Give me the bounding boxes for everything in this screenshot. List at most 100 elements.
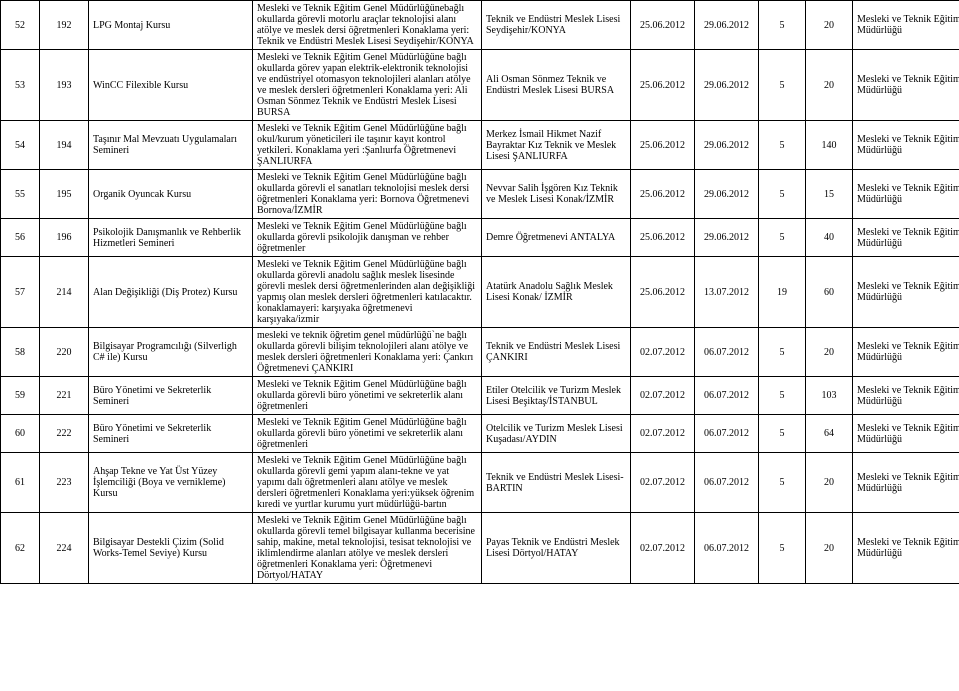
cell-end-date: 06.07.2012 (695, 453, 759, 513)
cell-days: 5 (759, 453, 806, 513)
cell-seq: 56 (1, 219, 40, 257)
cell-capacity: 40 (806, 219, 853, 257)
cell-num: 192 (40, 1, 89, 50)
cell-end-date: 29.06.2012 (695, 1, 759, 50)
cell-num: 222 (40, 415, 89, 453)
cell-loc: Demre Öğretmenevi ANTALYA (482, 219, 631, 257)
cell-days: 5 (759, 513, 806, 584)
cell-end-date: 06.07.2012 (695, 328, 759, 377)
cell-loc: Payas Teknik ve Endüstri Meslek Lisesi D… (482, 513, 631, 584)
cell-capacity: 103 (806, 377, 853, 415)
cell-end-date: 29.06.2012 (695, 50, 759, 121)
cell-desc: Mesleki ve Teknik Eğitim Genel Müdürlüğü… (253, 50, 482, 121)
cell-num: 194 (40, 121, 89, 170)
cell-desc: mesleki ve teknik öğretim genel müdürlüğ… (253, 328, 482, 377)
cell-loc: Teknik ve Endüstri Meslek Lisesi Seydişe… (482, 1, 631, 50)
cell-start-date: 25.06.2012 (631, 170, 695, 219)
cell-desc: Mesleki ve Teknik Eğitim Genel Müdürlüğü… (253, 170, 482, 219)
table-row: 62224Bilgisayar Destekli Çizim (Solid Wo… (1, 513, 959, 584)
cell-seq: 59 (1, 377, 40, 415)
cell-num: 214 (40, 257, 89, 328)
cell-desc: Mesleki ve Teknik Eğitim Genel Müdürlüğü… (253, 377, 482, 415)
cell-end-date: 29.06.2012 (695, 121, 759, 170)
cell-name: Bilgisayar Destekli Çizim (Solid Works-T… (89, 513, 253, 584)
cell-start-date: 25.06.2012 (631, 121, 695, 170)
cell-capacity: 60 (806, 257, 853, 328)
course-table: 52192LPG Montaj KursuMesleki ve Teknik E… (0, 0, 959, 584)
cell-org: Mesleki ve Teknik Eğitim Genel Müdürlüğü (853, 453, 959, 513)
cell-loc: Ali Osman Sönmez Teknik ve Endüstri Mesl… (482, 50, 631, 121)
cell-days: 19 (759, 257, 806, 328)
cell-end-date: 13.07.2012 (695, 257, 759, 328)
cell-num: 224 (40, 513, 89, 584)
cell-name: Psikolojik Danışmanlık ve Rehberlik Hizm… (89, 219, 253, 257)
cell-start-date: 02.07.2012 (631, 415, 695, 453)
cell-days: 5 (759, 121, 806, 170)
cell-start-date: 02.07.2012 (631, 513, 695, 584)
cell-num: 196 (40, 219, 89, 257)
cell-name: WinCC Filexible Kursu (89, 50, 253, 121)
cell-seq: 55 (1, 170, 40, 219)
table-row: 53193WinCC Filexible KursuMesleki ve Tek… (1, 50, 959, 121)
cell-loc: Teknik ve Endüstri Meslek Lisesi ÇANKIRI (482, 328, 631, 377)
cell-seq: 60 (1, 415, 40, 453)
cell-org: Mesleki ve Teknik Eğitim Genel Müdürlüğü (853, 328, 959, 377)
cell-seq: 57 (1, 257, 40, 328)
cell-desc: Mesleki ve Teknik Eğitim Genel Müdürlüğü… (253, 121, 482, 170)
cell-start-date: 02.07.2012 (631, 453, 695, 513)
cell-capacity: 20 (806, 1, 853, 50)
cell-org: Mesleki ve Teknik Eğitim Genel Müdürlüğü (853, 257, 959, 328)
cell-days: 5 (759, 328, 806, 377)
cell-end-date: 06.07.2012 (695, 377, 759, 415)
cell-loc: Atatürk Anadolu Sağlık Meslek Lisesi Kon… (482, 257, 631, 328)
cell-capacity: 15 (806, 170, 853, 219)
cell-name: Taşınır Mal Mevzuatı Uygulamaları Semine… (89, 121, 253, 170)
table-row: 57214Alan Değişikliği (Diş Protez) Kursu… (1, 257, 959, 328)
table-row: 52192LPG Montaj Kursu Mesleki ve Teknik E… (1, 1, 959, 50)
cell-seq: 62 (1, 513, 40, 584)
table-row: 54194Taşınır Mal Mevzuatı Uygulamaları S… (1, 121, 959, 170)
cell-capacity: 20 (806, 513, 853, 584)
cell-capacity: 20 (806, 453, 853, 513)
table-row: 58220Bilgisayar Programcılığı (Silverlig… (1, 328, 959, 377)
cell-capacity: 140 (806, 121, 853, 170)
cell-loc: Otelcilik ve Turizm Meslek Lisesi Kuşada… (482, 415, 631, 453)
cell-org: Mesleki ve Teknik Eğitim Genel Müdürlüğü (853, 1, 959, 50)
cell-name: Büro Yönetimi ve Sekreterlik Semineri (89, 415, 253, 453)
cell-name: Organik Oyuncak Kursu (89, 170, 253, 219)
cell-start-date: 25.06.2012 (631, 219, 695, 257)
cell-end-date: 29.06.2012 (695, 219, 759, 257)
cell-desc: Mesleki ve Teknik Eğitim Genel Müdürlüğü… (253, 453, 482, 513)
cell-seq: 52 (1, 1, 40, 50)
cell-desc: Mesleki ve Teknik Eğitim Genel Müdürlüğü… (253, 257, 482, 328)
table-row: 61223Ahşap Tekne ve Yat Üst Yüzey İşlemc… (1, 453, 959, 513)
cell-days: 5 (759, 219, 806, 257)
cell-capacity: 64 (806, 415, 853, 453)
cell-num: 223 (40, 453, 89, 513)
table-row: 59221Büro Yönetimi ve Sekreterlik Semine… (1, 377, 959, 415)
cell-seq: 53 (1, 50, 40, 121)
cell-end-date: 29.06.2012 (695, 170, 759, 219)
cell-seq: 54 (1, 121, 40, 170)
cell-start-date: 25.06.2012 (631, 50, 695, 121)
cell-org: Mesleki ve Teknik Eğitim Genel Müdürlüğü (853, 377, 959, 415)
cell-org: Mesleki ve Teknik Eğitim Genel Müdürlüğü (853, 219, 959, 257)
cell-desc: Mesleki ve Teknik Eğitim Genel Müdürlüğü… (253, 513, 482, 584)
cell-org: Mesleki ve Teknik Eğitim Genel Müdürlüğü (853, 513, 959, 584)
cell-loc: Etiler Otelcilik ve Turizm Meslek Lisesi… (482, 377, 631, 415)
cell-days: 5 (759, 377, 806, 415)
cell-org: Mesleki ve Teknik Eğitim Genel Müdürlüğü (853, 170, 959, 219)
cell-days: 5 (759, 50, 806, 121)
table-row: 55195Organik Oyuncak KursuMesleki ve Tek… (1, 170, 959, 219)
cell-name: LPG Montaj Kursu (89, 1, 253, 50)
cell-end-date: 06.07.2012 (695, 415, 759, 453)
cell-num: 220 (40, 328, 89, 377)
cell-org: Mesleki ve Teknik Eğitim Genel Müdürlüğü (853, 415, 959, 453)
cell-name: Bilgisayar Programcılığı (Silverligh C# … (89, 328, 253, 377)
cell-days: 5 (759, 1, 806, 50)
cell-seq: 58 (1, 328, 40, 377)
table-row: 60222Büro Yönetimi ve Sekreterlik Semine… (1, 415, 959, 453)
cell-end-date: 06.07.2012 (695, 513, 759, 584)
cell-start-date: 25.06.2012 (631, 1, 695, 50)
cell-org: Mesleki ve Teknik Eğitim Genel Müdürlüğü (853, 50, 959, 121)
